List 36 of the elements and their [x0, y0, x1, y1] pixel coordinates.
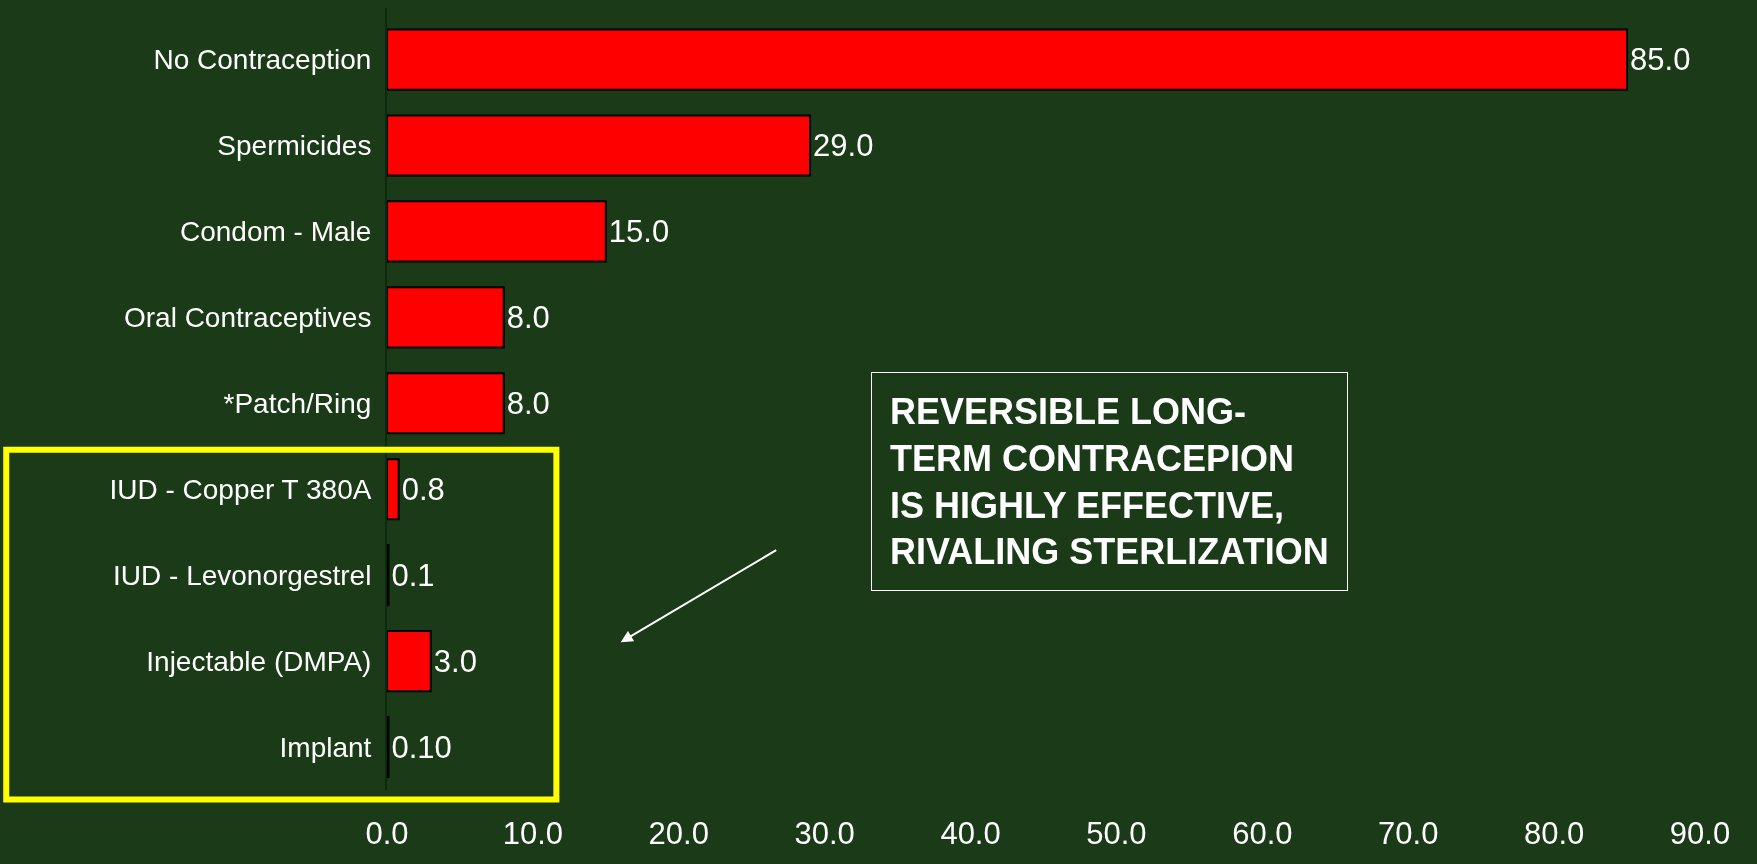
bar	[387, 28, 1629, 91]
x-tick-label: 10.0	[502, 816, 564, 851]
y-tick-label: IUD - Copper T 380A	[109, 474, 372, 506]
x-tick-label: 80.0	[1523, 816, 1585, 851]
x-tick-label: 40.0	[940, 816, 1001, 851]
y-tick-label: Implant	[279, 731, 372, 763]
bar	[387, 630, 432, 693]
x-tick-label: 90.0	[1669, 816, 1731, 851]
data-label: 0.10	[391, 729, 452, 765]
y-tick-label: No Contraception	[153, 44, 372, 76]
bar	[387, 372, 505, 435]
data-label: 29.0	[813, 127, 874, 163]
data-label: 3.0	[433, 643, 477, 679]
y-tick-label: *Patch/Ring	[223, 388, 372, 420]
x-tick-label: 50.0	[1086, 816, 1147, 851]
bar	[387, 458, 400, 521]
data-label: 8.0	[506, 299, 550, 335]
bar	[387, 200, 607, 263]
data-label: 15.0	[608, 213, 670, 249]
data-label: 0.8	[401, 471, 445, 507]
x-tick-label: 70.0	[1378, 816, 1439, 851]
y-tick-label: Injectable (DMPA)	[146, 645, 372, 677]
y-tick-label: Spermicides	[217, 130, 372, 162]
data-label: 85.0	[1630, 42, 1691, 78]
x-tick-label: 0.0	[365, 816, 409, 851]
data-label: 8.0	[506, 385, 550, 421]
x-tick-label: 20.0	[648, 816, 709, 851]
data-label: 0.1	[391, 557, 435, 593]
y-tick-label: Condom - Male	[179, 216, 372, 248]
annotation: REVERSIBLE LONG- TERM CONTRACEPION IS HIGHLY EFFECTIVE, RIVALING STERLIZATION	[890, 391, 1329, 573]
bar	[387, 114, 812, 177]
bar	[387, 286, 505, 349]
x-tick-label: 60.0	[1232, 816, 1293, 851]
y-tick-label: IUD - Levonorgestrel	[113, 559, 372, 591]
y-tick-label: Oral Contraceptives	[123, 302, 372, 334]
x-tick-label: 30.0	[794, 816, 855, 851]
